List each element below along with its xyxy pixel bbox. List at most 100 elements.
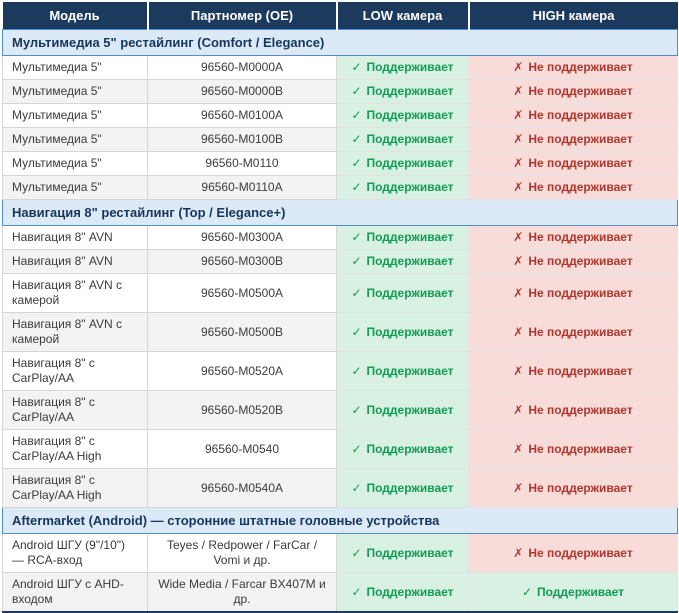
model-cell: Навигация 8" с CarPlay/AA High xyxy=(2,468,148,508)
partnumber-cell: 96560-M0300A xyxy=(147,225,337,250)
low-camera-cell: ✓ Поддерживает xyxy=(336,429,469,469)
cross-icon: ✗ xyxy=(513,402,524,417)
status-label: Не поддерживает xyxy=(528,84,633,98)
column-header-low-camera: LOW камера xyxy=(336,2,470,30)
status-label: Поддерживает xyxy=(366,108,454,122)
partnumber-cell: Wide Media / Farcar BX407M и др. xyxy=(147,572,337,613)
high-camera-cell: ✗ Не поддерживает xyxy=(468,351,678,391)
partnumber-cell: 96560-M0000A xyxy=(147,55,337,80)
high-camera-cell: ✗ Не поддерживает xyxy=(468,533,678,573)
model-cell: Мультимедиа 5" xyxy=(2,151,148,176)
check-icon: ✓ xyxy=(351,480,362,495)
check-icon: ✓ xyxy=(351,285,362,300)
partnumber-cell: 96560-M0110A xyxy=(147,175,337,200)
high-camera-cell: ✗ Не поддерживает xyxy=(468,429,678,469)
status-label: Не поддерживает xyxy=(528,254,633,268)
high-camera-cell: ✗ Не поддерживает xyxy=(468,103,678,128)
table-row: Мультимедиа 5" 96560-M0110A ✓ Поддерживает ✗… xyxy=(2,175,678,200)
partnumber-cell: 96560-M0520A xyxy=(147,351,337,391)
partnumber-cell: 96560-M0500B xyxy=(147,312,337,352)
partnumber-cell: 96560-M0540 xyxy=(147,429,337,469)
table-row: Навигация 8" с CarPlay/AA 96560-M0520B ✓ По… xyxy=(2,390,678,430)
section-header-row: Навигация 8" рестайлинг (Top / Elegance+… xyxy=(2,199,678,226)
model-cell: Навигация 8" AVN с камерой xyxy=(2,312,148,352)
check-icon: ✓ xyxy=(351,324,362,339)
cross-icon: ✗ xyxy=(513,132,524,146)
partnumber-cell: 96560-M0500A xyxy=(147,273,337,313)
cross-icon: ✗ xyxy=(513,480,524,495)
high-camera-cell: ✗ Не поддерживает xyxy=(468,225,678,250)
check-icon: ✓ xyxy=(351,363,362,378)
low-camera-cell: ✓ Поддерживает xyxy=(336,175,469,200)
high-camera-cell: ✗ Не поддерживает xyxy=(468,273,678,313)
high-camera-cell: ✗ Не поддерживает xyxy=(468,127,678,152)
section-title: Aftermarket (Android) — сторонние штатны… xyxy=(2,507,678,534)
high-camera-cell: ✗ Не поддерживает xyxy=(468,468,678,508)
cross-icon: ✗ xyxy=(513,84,524,98)
cross-icon: ✗ xyxy=(513,60,524,74)
high-camera-cell: ✗ Не поддерживает xyxy=(468,151,678,176)
status-label: Не поддерживает xyxy=(528,60,633,74)
status-label: Не поддерживает xyxy=(528,324,633,339)
high-camera-cell: ✗ Не поддерживает xyxy=(468,390,678,430)
low-camera-cell: ✓ Поддерживает xyxy=(336,533,469,573)
status-label: Не поддерживает xyxy=(528,441,633,456)
status-label: Поддерживает xyxy=(366,324,454,339)
status-label: Не поддерживает xyxy=(528,402,633,417)
check-icon: ✓ xyxy=(351,60,362,74)
model-cell: Навигация 8" AVN с камерой xyxy=(2,273,148,313)
status-label: Поддерживает xyxy=(366,285,454,300)
cross-icon: ✗ xyxy=(513,545,524,560)
model-cell: Навигация 8" AVN xyxy=(2,225,148,250)
column-header-model: Модель xyxy=(2,2,149,30)
status-label: Не поддерживает xyxy=(528,108,633,122)
model-cell: Мультимедиа 5" xyxy=(2,175,148,200)
status-label: Поддерживает xyxy=(366,84,454,98)
low-camera-cell: ✓ Поддерживает xyxy=(336,103,469,128)
check-icon: ✓ xyxy=(351,108,362,122)
table-row: Мультимедиа 5" 96560-M0100B ✓ Поддерживает ✗… xyxy=(2,127,678,152)
table-row: Android ШГУ с AHD-входом Wide Media / Far… xyxy=(2,572,678,613)
status-label: Поддерживает xyxy=(366,132,454,146)
status-label: Не поддерживает xyxy=(528,545,633,560)
table-row: Мультимедиа 5" 96560-M0000B ✓ Поддерживает ✗… xyxy=(2,79,678,104)
status-label: Поддерживает xyxy=(366,230,454,244)
low-camera-cell: ✓ Поддерживает xyxy=(336,572,469,613)
status-label: Поддерживает xyxy=(366,402,454,417)
check-icon: ✓ xyxy=(351,545,362,560)
model-cell: Навигация 8" AVN xyxy=(2,249,148,274)
partnumber-cell: 96560-M0100B xyxy=(147,127,337,152)
model-cell: Android ШГУ (9"/10") — RCA-вход xyxy=(2,533,148,573)
model-cell: Навигация 8" с CarPlay/AA xyxy=(2,351,148,391)
model-cell: Мультимедиа 5" xyxy=(2,127,148,152)
cross-icon: ✗ xyxy=(513,108,524,122)
cross-icon: ✗ xyxy=(513,180,524,194)
status-label: Поддерживает xyxy=(366,180,454,194)
status-label: Поддерживает xyxy=(366,156,454,170)
low-camera-cell: ✓ Поддерживает xyxy=(336,225,469,250)
column-header-high-camera: HIGH камера xyxy=(468,2,678,30)
high-camera-cell: ✗ Не поддерживает xyxy=(468,175,678,200)
low-camera-cell: ✓ Поддерживает xyxy=(336,390,469,430)
table-row: Навигация 8" AVN 96560-M0300A ✓ Поддерживае… xyxy=(2,225,678,250)
cross-icon: ✗ xyxy=(513,230,524,244)
partnumber-cell: 96560-M0540A xyxy=(147,468,337,508)
status-label: Поддерживает xyxy=(366,363,454,378)
status-label: Не поддерживает xyxy=(528,180,633,194)
table-row: Навигация 8" с CarPlay/AA 96560-M0520A ✓ По… xyxy=(2,351,678,391)
partnumber-cell: 96560-M0100A xyxy=(147,103,337,128)
low-camera-cell: ✓ Поддерживает xyxy=(336,55,469,80)
status-label: Не поддерживает xyxy=(528,132,633,146)
high-camera-cell: ✗ Не поддерживает xyxy=(468,79,678,104)
status-label: Поддерживает xyxy=(366,60,454,74)
table-row: Навигация 8" AVN с камерой 96560-M0500A ✓ П… xyxy=(2,273,678,313)
column-header-partnumber: Партномер (OE) xyxy=(147,2,338,30)
model-cell: Android ШГУ с AHD-входом xyxy=(2,572,148,613)
cross-icon: ✗ xyxy=(513,285,524,300)
table-row: Навигация 8" AVN 96560-M0300B ✓ Поддерживае… xyxy=(2,249,678,274)
table-row: Мультимедиа 5" 96560-M0000A ✓ Поддерживает ✗… xyxy=(2,55,678,80)
status-label: Не поддерживает xyxy=(528,230,633,244)
low-camera-cell: ✓ Поддерживает xyxy=(336,79,469,104)
model-cell: Мультимедиа 5" xyxy=(2,103,148,128)
